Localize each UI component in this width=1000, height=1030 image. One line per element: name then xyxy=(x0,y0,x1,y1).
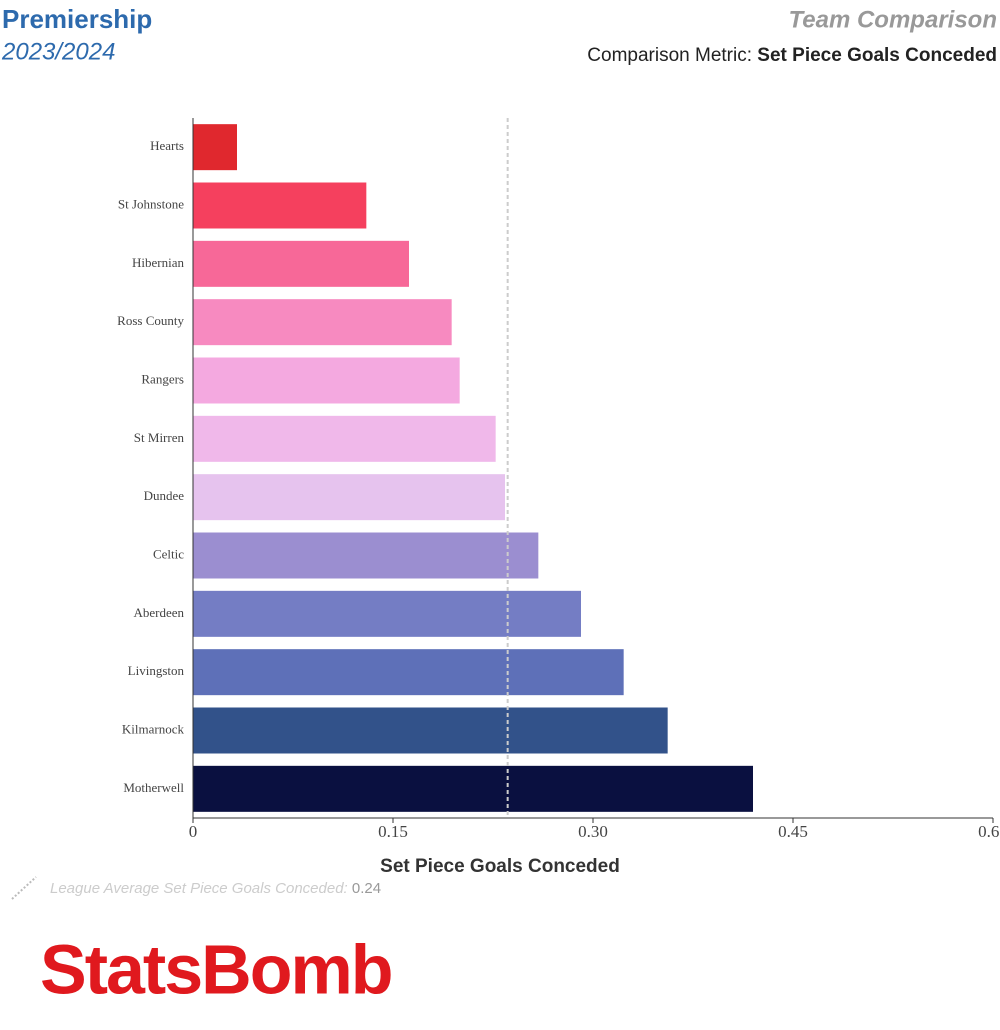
average-legend: League Average Set Piece Goals Conceded:… xyxy=(50,880,381,897)
y-tick-label: Kilmarnock xyxy=(122,721,185,736)
y-tick-label: Aberdeen xyxy=(133,605,184,620)
bar xyxy=(193,532,539,579)
title: Team Comparison xyxy=(789,6,998,33)
bar xyxy=(193,765,753,812)
metric-line: Comparison Metric: Set Piece Goals Conce… xyxy=(587,45,997,66)
bar xyxy=(193,590,581,637)
metric: Set Piece Goals Conceded xyxy=(757,45,997,66)
season: 2023/2024 xyxy=(1,38,115,65)
y-tick-label: Hibernian xyxy=(132,255,184,270)
average-label: League Average Set Piece Goals Conceded: xyxy=(50,880,348,897)
y-tick-label: Rangers xyxy=(141,371,184,386)
average-legend-icon xyxy=(11,876,37,900)
bar xyxy=(193,357,460,404)
x-tick-label: 0.45 xyxy=(778,822,808,841)
y-tick-label: Livingston xyxy=(128,663,185,678)
x-tick-label: 0 xyxy=(189,822,198,841)
average-value: 0.24 xyxy=(352,880,381,897)
y-tick-label: Dundee xyxy=(144,488,185,503)
x-tick-label: 0.15 xyxy=(378,822,408,841)
y-tick-label: Motherwell xyxy=(123,780,184,795)
bar xyxy=(193,415,496,462)
bar xyxy=(193,707,668,754)
bar xyxy=(193,240,409,287)
competition: Premiership xyxy=(2,4,152,34)
bar xyxy=(193,182,367,229)
x-tick-label: 0.60 xyxy=(978,822,1000,841)
y-tick-label: Celtic xyxy=(153,546,184,561)
y-tick-label: St Mirren xyxy=(134,430,185,445)
bar xyxy=(193,649,624,696)
y-tick-label: St Johnstone xyxy=(118,196,184,211)
bar xyxy=(193,474,505,521)
x-tick-label: 0.30 xyxy=(578,822,608,841)
logo: StatsBomb xyxy=(40,930,391,1008)
y-tick-label: Ross County xyxy=(117,313,184,328)
bar xyxy=(193,299,452,346)
x-axis-label: Set Piece Goals Conceded xyxy=(380,856,620,877)
metric-label: Comparison Metric: xyxy=(587,45,752,66)
y-tick-label: Hearts xyxy=(150,138,184,153)
bar xyxy=(193,124,237,171)
